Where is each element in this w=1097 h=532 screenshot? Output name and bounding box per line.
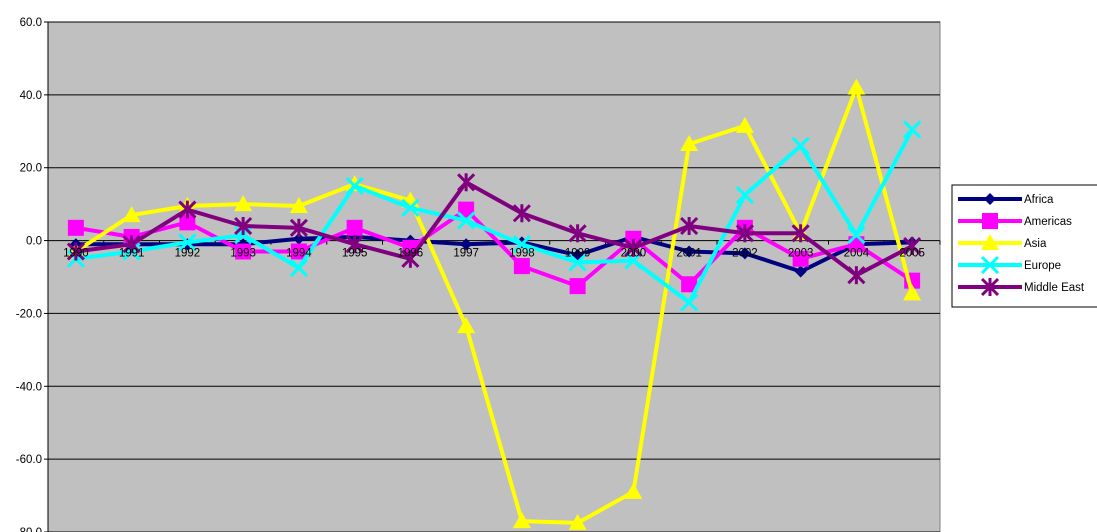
x-tick-label: 2003	[788, 248, 814, 260]
data-point-africa	[292, 232, 305, 245]
legend-marker-americas	[982, 213, 998, 229]
legend-label-africa: Africa	[1024, 194, 1054, 206]
data-point-americas	[290, 243, 307, 260]
data-point-americas	[346, 219, 363, 236]
y-tick-label: -40.0	[16, 381, 42, 393]
data-point-middle-east	[178, 200, 197, 219]
x-tick-label: 2005	[899, 248, 925, 260]
x-tick-label: 1991	[119, 248, 145, 260]
data-point-europe	[401, 198, 420, 217]
data-point-europe	[178, 233, 197, 252]
data-point-europe	[345, 176, 364, 195]
y-tick-label: -20.0	[16, 308, 42, 320]
y-tick-label: 60.0	[20, 17, 42, 29]
data-point-middle-east	[289, 218, 308, 237]
x-tick-label: 2000	[621, 248, 647, 260]
data-point-europe	[512, 235, 531, 254]
data-point-americas	[792, 250, 809, 267]
data-point-africa	[683, 245, 696, 258]
data-point-middle-east	[735, 224, 754, 243]
x-tick-label: 1993	[230, 248, 256, 260]
x-tick-label: 1990	[63, 248, 89, 260]
legend-marker-middle-east	[980, 277, 1000, 297]
data-point-middle-east	[847, 266, 866, 285]
x-tick-label: 1994	[286, 248, 312, 260]
data-point-europe	[847, 226, 866, 245]
x-tick-label: 2001	[676, 248, 702, 260]
data-point-asia	[234, 195, 253, 212]
data-point-europe	[680, 293, 699, 312]
data-point-asia	[847, 78, 866, 95]
y-tick-label: -60.0	[16, 454, 42, 466]
data-point-middle-east	[568, 224, 587, 243]
data-point-asia	[568, 513, 587, 530]
data-point-asia	[122, 206, 141, 223]
y-tick-label: 40.0	[20, 90, 42, 102]
data-point-americas	[569, 278, 586, 295]
data-point-asia	[680, 135, 699, 152]
legend-marker-europe	[980, 255, 1000, 275]
x-tick-label: 2002	[732, 248, 758, 260]
data-point-americas	[681, 276, 698, 293]
data-point-middle-east	[345, 235, 364, 254]
y-tick-label: -80.0	[16, 527, 42, 532]
data-point-middle-east	[401, 249, 420, 268]
x-tick-label: 1992	[175, 248, 201, 260]
y-tick-label: 0.0	[26, 236, 42, 248]
series-line-middle-east	[75, 180, 914, 278]
data-point-middle-east	[457, 173, 476, 192]
series-line-africa	[75, 234, 913, 274]
data-point-middle-east	[903, 236, 922, 256]
data-point-europe	[568, 253, 587, 272]
data-point-americas	[67, 219, 84, 236]
legend-label-middle-east: Middle East	[1024, 282, 1085, 294]
data-point-middle-east	[791, 224, 810, 243]
x-tick-label: 2004	[844, 248, 870, 260]
data-point-middle-east	[624, 238, 643, 257]
data-point-africa	[738, 247, 751, 260]
data-point-asia	[624, 482, 643, 499]
data-point-americas	[179, 214, 196, 231]
data-point-asia	[512, 512, 531, 529]
legend: Africa Americas Asia Europe Middle East	[951, 184, 1097, 308]
data-point-middle-east	[66, 242, 85, 261]
data-point-asia	[289, 196, 308, 213]
series-asia	[66, 78, 922, 530]
y-tick-label: 20.0	[20, 163, 42, 175]
series-europe	[66, 120, 922, 312]
series-line-europe	[75, 128, 914, 305]
x-tick-label: 1998	[509, 248, 535, 260]
data-point-europe	[735, 185, 754, 205]
plot-area	[47, 21, 941, 532]
data-point-middle-east	[234, 216, 253, 236]
x-tick-label: 1995	[342, 248, 368, 260]
data-point-africa	[794, 265, 807, 278]
data-point-americas	[513, 258, 530, 275]
data-point-asia	[903, 284, 922, 301]
series-line-asia	[74, 85, 915, 525]
data-point-europe	[903, 120, 922, 139]
data-point-europe	[791, 136, 810, 155]
x-tick-label: 1997	[453, 248, 479, 260]
data-point-middle-east	[512, 204, 531, 223]
data-point-europe	[457, 211, 476, 230]
series-middle-east	[66, 173, 922, 285]
x-tick-label: 1999	[565, 248, 591, 260]
legend-label-europe: Europe	[1024, 260, 1061, 272]
data-point-africa	[460, 238, 473, 251]
data-point-asia	[735, 116, 754, 133]
legend-marker-africa	[984, 193, 996, 205]
data-point-middle-east	[122, 235, 141, 254]
legend-label-asia: Asia	[1024, 238, 1047, 250]
data-point-americas	[235, 243, 252, 260]
x-tick-label: 1996	[398, 248, 424, 260]
data-point-middle-east	[680, 216, 699, 236]
legend-marker-asia	[981, 234, 999, 250]
data-point-americas	[458, 201, 475, 218]
data-point-europe	[289, 258, 308, 277]
legend-label-americas: Americas	[1024, 216, 1072, 228]
data-point-asia	[457, 317, 476, 334]
